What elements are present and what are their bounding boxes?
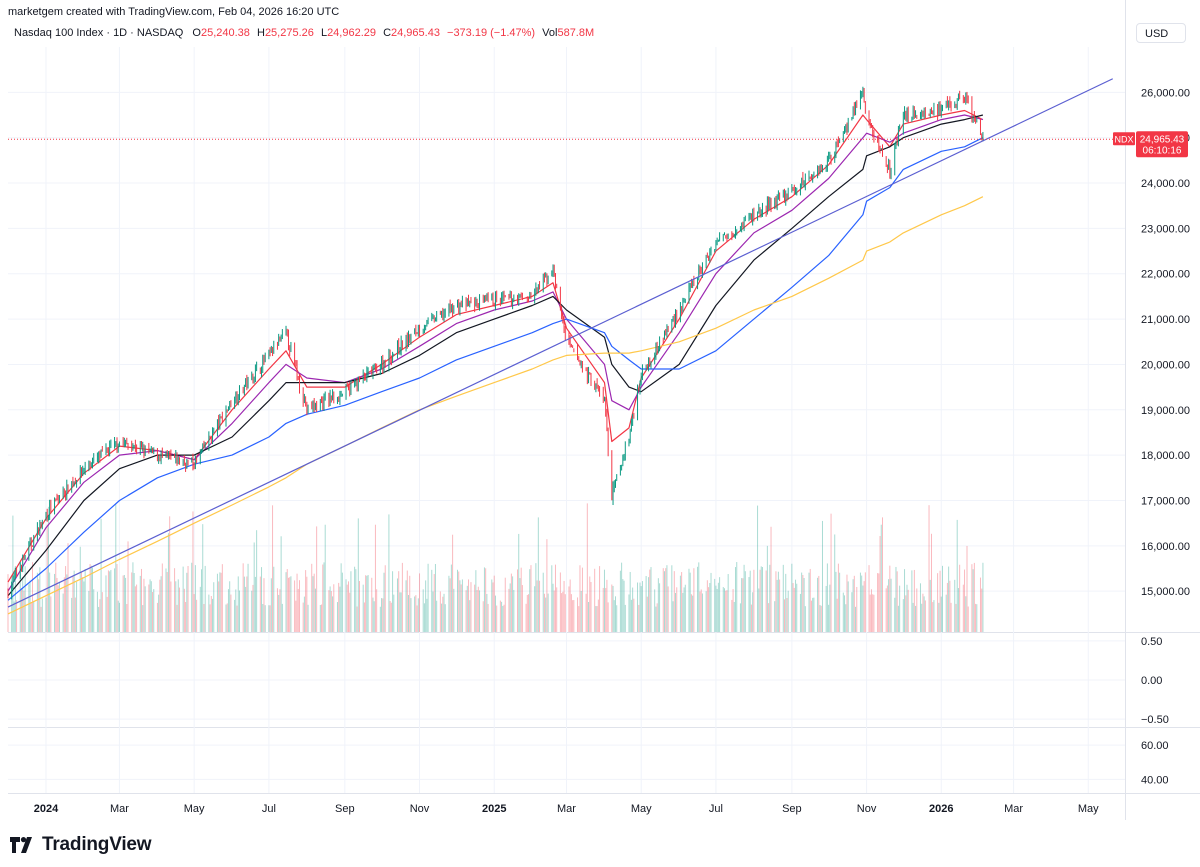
x-tick-label: 2024 — [34, 803, 59, 815]
price-tag-value: 24,965.43 — [1140, 134, 1185, 145]
high-label: H — [256, 27, 265, 39]
sub-y-tick-label: −0.50 — [1141, 714, 1169, 726]
tradingview-wordmark: TradingView — [42, 834, 152, 855]
y-tick-label: 16,000.00 — [1141, 541, 1190, 553]
price-candles — [7, 86, 984, 600]
change-value: −373.19 (−1.47%) — [447, 27, 536, 39]
x-tick-label: May — [631, 803, 652, 815]
sub-y-tick-label: 0.50 — [1141, 636, 1162, 648]
trendline — [7, 78, 1114, 608]
symbol-tag-label: NDX — [1114, 134, 1133, 144]
moving-averages — [7, 109, 984, 615]
y-tick-label: 18,000.00 — [1141, 450, 1190, 462]
price-tag-bg — [1136, 131, 1188, 158]
ma-line-sma_200 — [7, 196, 984, 615]
open-label: O — [192, 27, 201, 39]
y-tick-label: 24,000.00 — [1141, 178, 1190, 190]
x-tick-label: May — [1078, 803, 1099, 815]
chart-credit: marketgem created with TradingView.com, … — [8, 6, 340, 18]
y-tick-label: 15,000.00 — [1141, 586, 1190, 598]
sub-y-tick-label: 60.00 — [1141, 740, 1169, 752]
tradingview-logo-icon — [10, 837, 32, 853]
y-tick-label: 19,000.00 — [1141, 405, 1190, 417]
y-tick-label: 21,000.00 — [1141, 314, 1190, 326]
ma-line-mid_ma — [7, 114, 984, 592]
ma-line-sma_100 — [7, 137, 984, 601]
x-tick-label: Jul — [709, 803, 723, 815]
y-tick-label: 17,000.00 — [1141, 495, 1190, 507]
x-tick-label: Jul — [262, 803, 276, 815]
x-tick-label: Mar — [1004, 803, 1023, 815]
x-tick-label: 2025 — [482, 803, 506, 815]
trendline-layer — [7, 78, 1114, 608]
currency-button[interactable]: USD — [1136, 23, 1186, 43]
low-label: L — [320, 27, 328, 39]
volume-label: Vol — [542, 27, 558, 39]
x-tick-label: Nov — [410, 803, 430, 815]
high-value: 25,275.26 — [264, 27, 314, 39]
low-value: 24,962.29 — [327, 27, 376, 39]
sub-y-tick-label: 40.00 — [1141, 774, 1169, 786]
symbol-tag-bg — [1113, 132, 1135, 146]
y-tick-label: 23,000.00 — [1141, 223, 1190, 235]
ma-line-sma_50 — [7, 114, 984, 597]
grid — [8, 0, 1200, 820]
sub-y-tick-label: 0.00 — [1141, 675, 1162, 687]
x-tick-label: 2026 — [929, 803, 953, 815]
volume-bars — [7, 503, 984, 632]
close-value: 24,965.43 — [391, 27, 440, 39]
y-tick-label: 20,000.00 — [1141, 359, 1190, 371]
x-tick-label: Sep — [782, 803, 802, 815]
symbol-title[interactable]: Nasdaq 100 Index · 1D · NASDAQ — [14, 27, 184, 39]
open-value: 25,240.38 — [200, 27, 250, 39]
y-tick-label: 26,000.00 — [1141, 87, 1190, 99]
y-tick-label: 22,000.00 — [1141, 269, 1190, 281]
tradingview-logo[interactable]: TradingView — [10, 834, 152, 856]
x-tick-label: Mar — [110, 803, 129, 815]
volume-value: 587.8M — [557, 27, 595, 39]
x-tick-label: May — [184, 803, 205, 815]
x-tick-label: Mar — [557, 803, 576, 815]
close-label: C — [383, 27, 392, 39]
x-tick-label: Nov — [857, 803, 877, 815]
price-tag-countdown: 06:10:16 — [1143, 145, 1182, 156]
symbol-legend: Nasdaq 100 Index · 1D · NASDAQ O25,240.3… — [14, 27, 598, 39]
x-tick-label: Sep — [335, 803, 355, 815]
